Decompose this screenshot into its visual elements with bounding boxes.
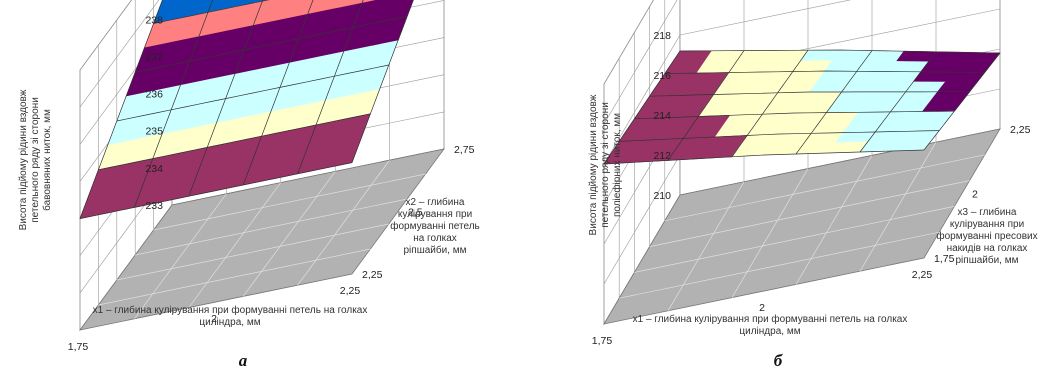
surface-meshline [649,91,970,97]
y-tick-label: 2,25 [1010,124,1031,136]
chart-a: 2332342352362372382392401,7522,252,252,5… [18,0,480,353]
surface-meshline [619,130,940,142]
surface-meshline [242,0,314,186]
y-tick-label: 2 [972,189,978,201]
floor-gridline [795,155,873,285]
panel-label-b: б [774,351,784,370]
z-tick-label: 234 [145,163,163,175]
surface-meshline [634,110,955,120]
z-axis-title: Висота підйому рідини вздовжпетельного р… [588,94,623,235]
z-tick-label: 210 [653,190,671,202]
panel-label-a: а [239,351,248,370]
floor-gridline [859,142,937,272]
floor-gridline [188,182,282,308]
wall-gridline [79,0,132,71]
z-tick-label: 236 [145,89,163,101]
floor-gridline [153,173,426,231]
surface-meshline [679,49,1001,54]
surface-meshline [153,0,270,24]
surface-meshline [79,0,163,219]
x-tick-label: 1,75 [68,341,89,353]
floor-gridline [619,231,940,299]
floor [79,148,445,331]
surface-meshline [135,15,408,73]
z-tick-label: 216 [653,70,671,82]
x-tick-label: 2 [211,313,217,325]
surface-meshline [923,52,1001,151]
floor-gridline [242,171,336,297]
wall-gridline [79,0,160,108]
floor-gridline [731,168,809,298]
z-tick-label: 218 [653,30,671,42]
floor [603,128,1001,325]
surface-meshline [98,113,371,171]
floor-gridline [134,193,227,320]
y-axis-title: х2 – глибина кулірування при формуванні пе… [390,196,480,256]
floor-gridline [664,154,985,222]
wall-gridline [603,0,678,125]
y-tick-label: 2,25 [362,269,383,281]
floor-gridline [667,181,745,311]
x-tick-label: 2 [759,302,765,314]
x-tick-label: 1,75 [592,335,613,347]
surface-meshline [664,70,985,74]
x-axis-title: х1 – глибина кулірування при формуванні … [633,313,908,337]
z-tick-label: 220 [653,0,671,2]
y-axis-title: х3 – глибина кулірування при формуванні пр… [936,206,1037,266]
surface-meshline [731,49,809,158]
surface-meshline [79,162,353,219]
z-tick-label: 235 [145,126,163,138]
surface-meshline [116,64,389,122]
surface-meshline [667,50,745,161]
surface-meshline [603,50,681,165]
floor-gridline [98,248,371,306]
surface-meshline [188,0,264,197]
y-tick-label: 1,75 [934,253,955,265]
x-axis-title: х1 – глибина кулірування при формуванні … [93,304,368,328]
y-tick-label: 2,75 [454,144,475,156]
floor-gridline [649,180,970,247]
chart-b: 2102122142162182202221,7522,251,7522,25х… [588,0,1038,347]
z-tick-label: 212 [653,150,671,162]
y-tick-label: 2,5 [408,207,423,219]
surface-meshline [134,0,214,208]
floor-gridline [297,159,390,286]
floor-gridline [634,206,955,273]
wall-gridline [603,0,654,85]
floor-gridline [116,223,389,281]
z-tick-label: 237 [145,51,163,63]
surface-meshline [297,0,364,174]
z-tick-label: 233 [145,200,163,212]
surface-meshline [603,149,925,165]
surface-meshline [795,50,873,155]
z-axis-title: Висота підйому рідини вздовжпетельного р… [18,89,53,230]
wall-gridline [603,0,852,165]
floor-gridline [135,198,408,256]
x-tick-label: 2,25 [912,269,933,281]
z-tick-label: 214 [653,110,671,122]
surface-meshline [859,51,937,153]
surface-meshline [351,0,414,163]
x-tick-label: 2,25 [340,285,361,297]
z-tick-label: 238 [145,14,163,26]
